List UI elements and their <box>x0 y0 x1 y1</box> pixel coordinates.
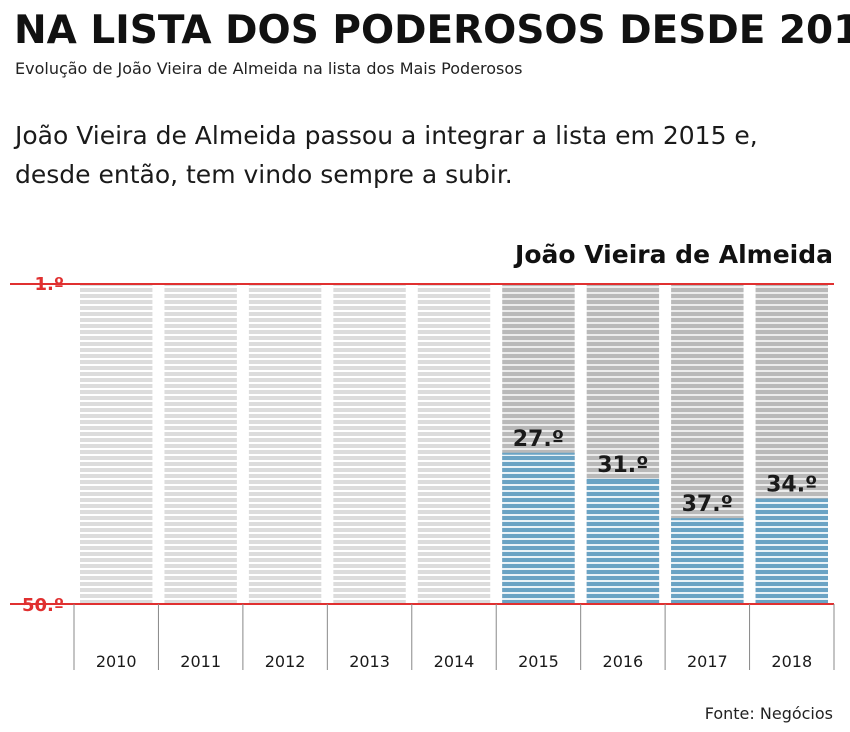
value-label-2017: 37.º <box>682 492 733 517</box>
column-bg-2010 <box>80 284 153 604</box>
value-label-2018: 34.º <box>766 473 817 498</box>
x-tick-2014: 2014 <box>434 652 475 671</box>
x-tick-2016: 2016 <box>603 652 644 671</box>
x-tick-2017: 2017 <box>687 652 728 671</box>
column-bg-2012 <box>248 284 322 604</box>
bar-2015 <box>502 453 575 604</box>
column-bg-2011 <box>164 284 237 604</box>
lede-text: João Vieira de Almeida passou a integrar… <box>15 121 758 189</box>
column-bg-2013 <box>333 284 406 604</box>
x-tick-2011: 2011 <box>180 652 221 671</box>
value-label-2015: 27.º <box>513 427 564 452</box>
x-tick-2012: 2012 <box>265 652 306 671</box>
ranking-bar-chart: 1.º 50.º 2010 2011 2012 2013 2014 2015 2016 201… <box>10 274 835 671</box>
bar-2017 <box>671 519 744 604</box>
x-tick-2010: 2010 <box>96 652 137 671</box>
x-separators <box>73 604 835 670</box>
chart-title: NA LISTA DOS PODEROSOS DESDE 2015 <box>14 8 850 53</box>
chart-subtitle: Evolução de João Vieira de Almeida na li… <box>15 59 523 78</box>
bars-layer <box>502 452 828 604</box>
y-bottom-label: 50.º <box>22 595 64 616</box>
x-tick-2018: 2018 <box>771 652 812 671</box>
x-tick-2015: 2015 <box>518 652 559 671</box>
x-tick-2013: 2013 <box>349 652 390 671</box>
series-label: João Vieira de Almeida <box>515 240 833 269</box>
bar-2018 <box>755 499 828 604</box>
value-labels: 27.º 31.º 37.º 34.º <box>513 427 818 517</box>
value-label-2016: 31.º <box>597 453 648 478</box>
y-top-label: 1.º <box>34 274 64 295</box>
column-bg-2014 <box>417 284 491 604</box>
source-note: Fonte: Negócios <box>704 704 833 723</box>
bar-2016 <box>586 479 660 604</box>
x-tick-labels: 2010 2011 2012 2013 2014 2015 2016 2017 2018 <box>96 652 812 671</box>
